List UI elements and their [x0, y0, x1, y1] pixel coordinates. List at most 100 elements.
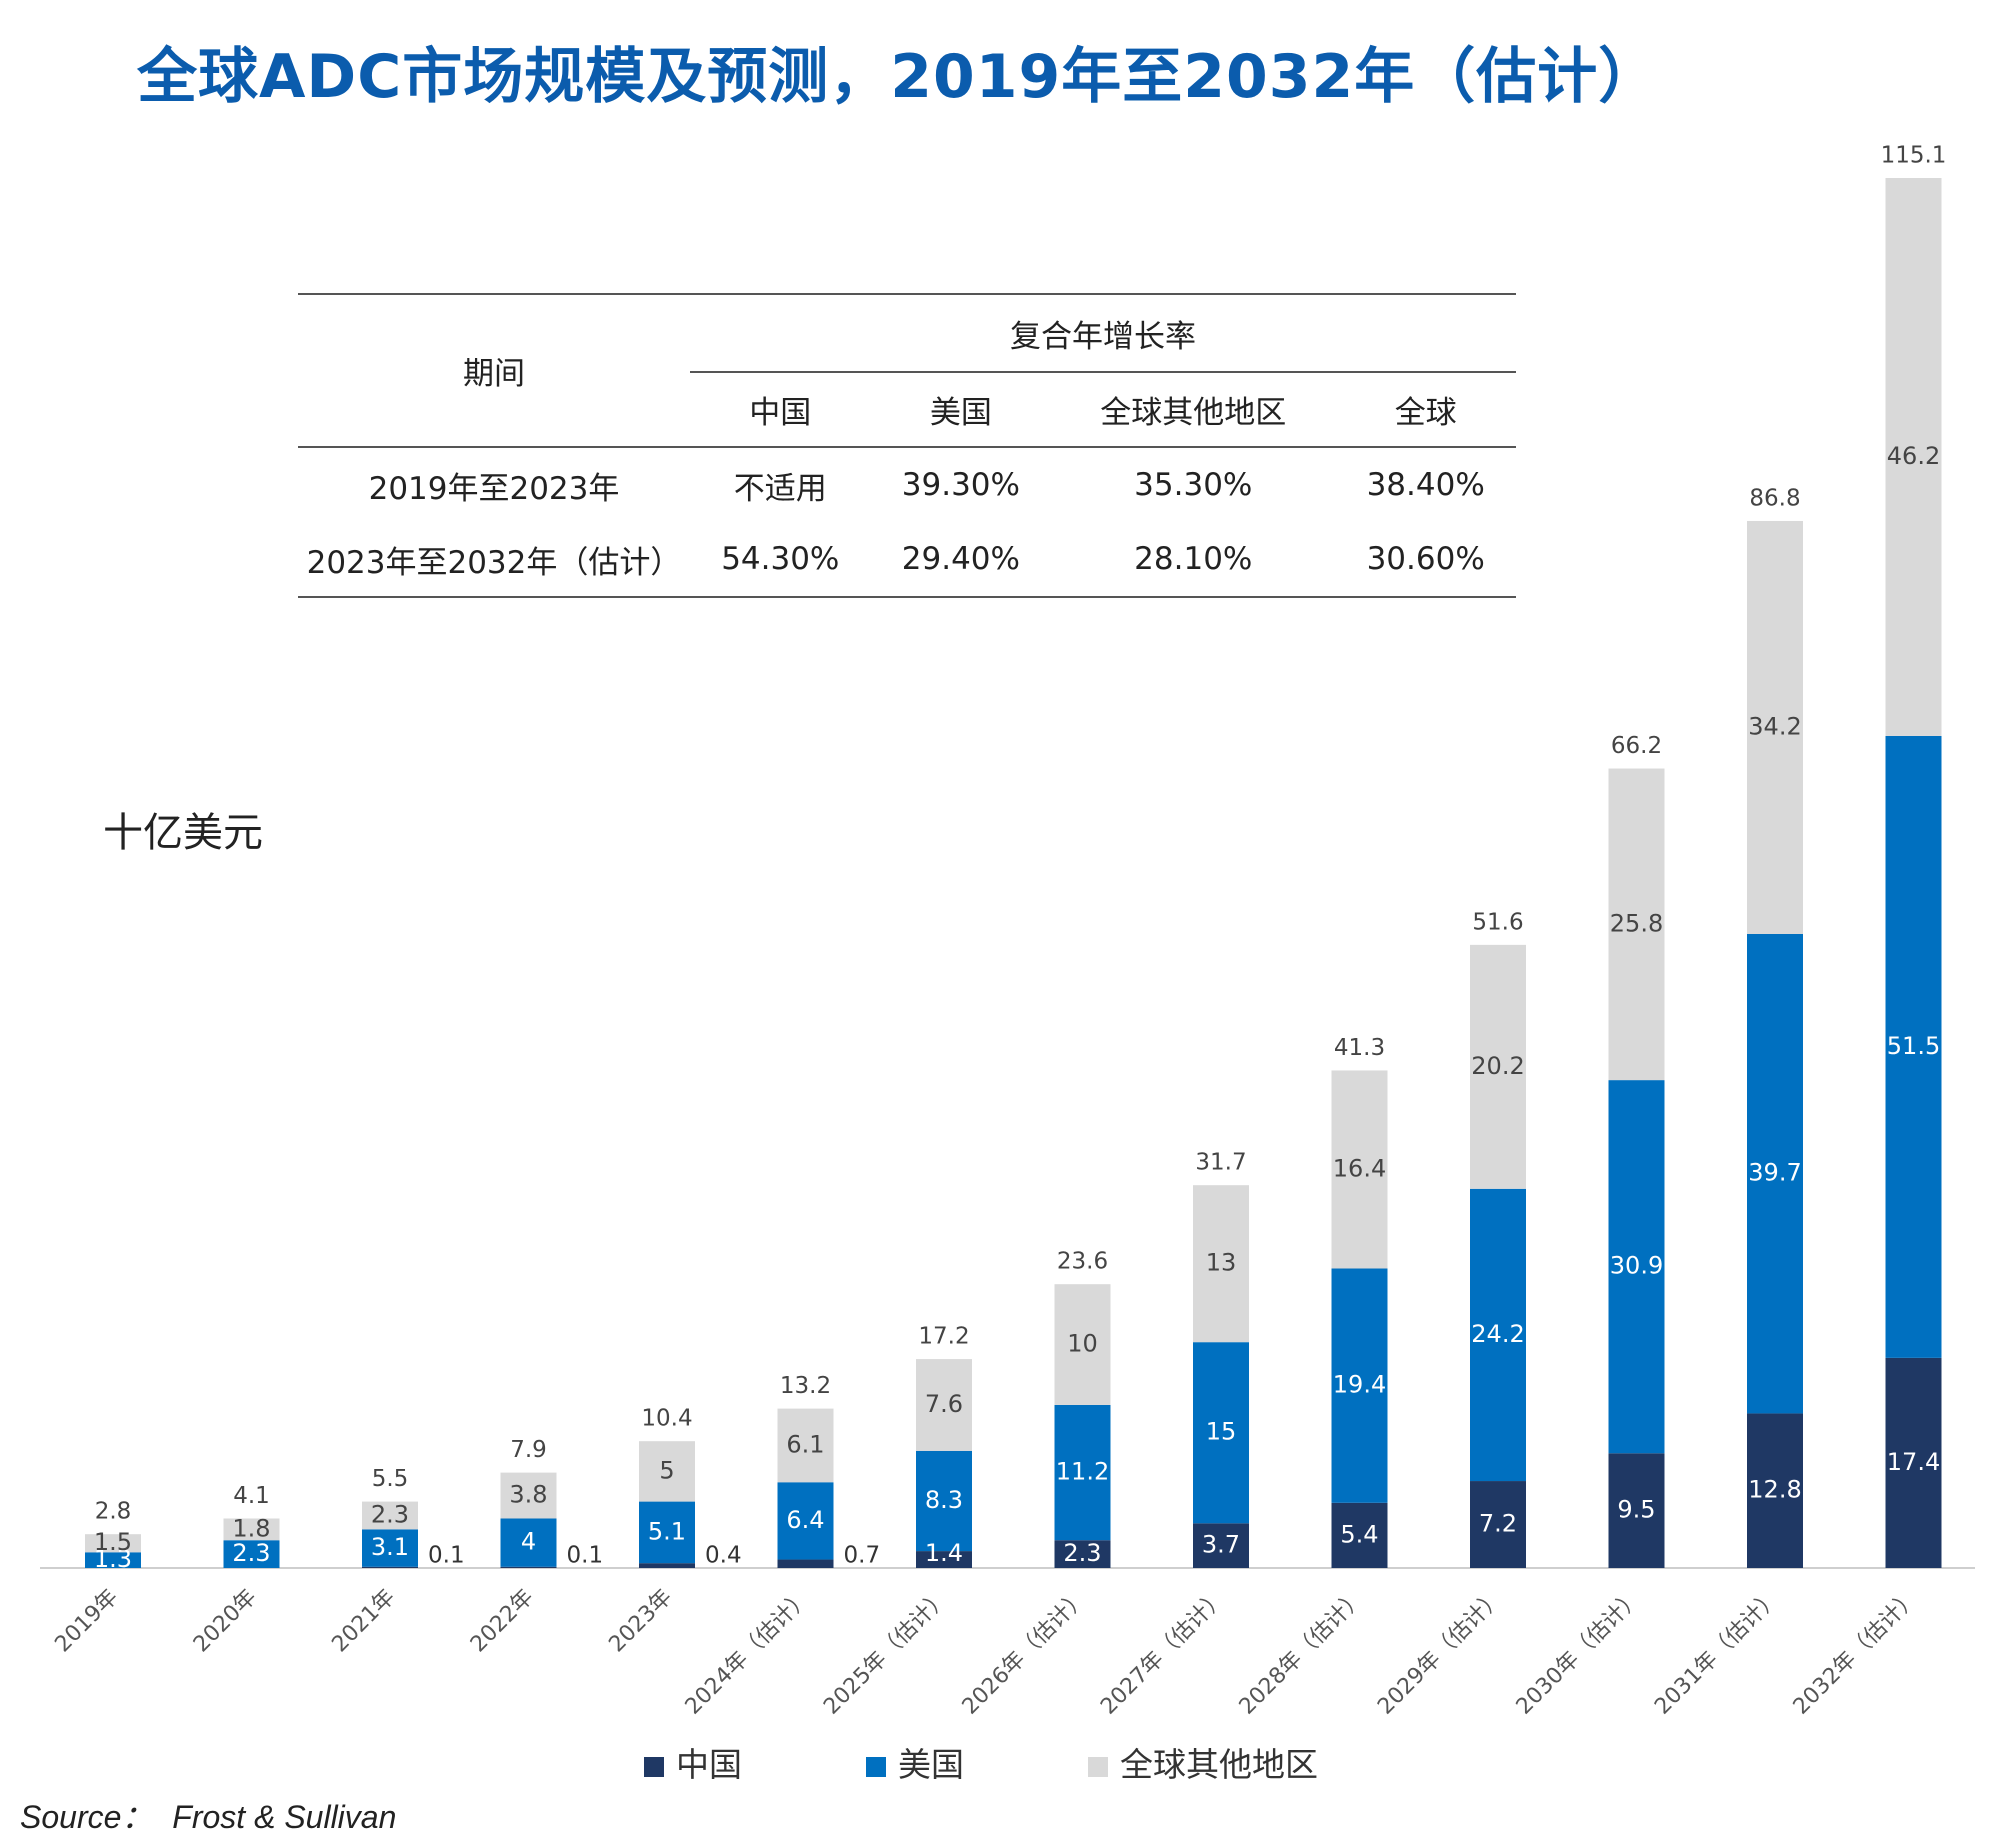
data-label-total: 17.2	[918, 1324, 969, 1350]
cell-row: 28.10%	[1051, 522, 1336, 598]
data-label-total: 31.7	[1195, 1150, 1246, 1176]
data-label-total: 115.1	[1881, 143, 1947, 169]
source-label: Source：	[20, 1799, 154, 1835]
data-label-usa: 2.3	[232, 1539, 270, 1567]
data-label-usa: 3.1	[371, 1533, 409, 1561]
bar-china	[777, 1559, 834, 1568]
bar-china	[1885, 1357, 1942, 1568]
bar-row	[85, 1534, 141, 1553]
bar-china	[1331, 1502, 1388, 1568]
data-label-usa: 39.7	[1748, 1159, 1801, 1187]
legend-swatch-row	[1088, 1756, 1108, 1777]
cell-usa: 29.40%	[870, 522, 1052, 598]
col-global: 全球	[1335, 371, 1516, 448]
bar-usa	[85, 1552, 141, 1568]
data-label-row: 20.2	[1471, 1052, 1524, 1080]
data-label-china: 0.7	[844, 1543, 881, 1569]
col-china: 中国	[690, 371, 871, 448]
data-label-row: 1.8	[232, 1514, 270, 1542]
data-label-total: 86.8	[1749, 485, 1800, 511]
legend-label-china: 中国	[676, 1745, 742, 1784]
bar-usa	[1193, 1342, 1249, 1524]
bar-row	[1193, 1185, 1249, 1343]
data-label-row: 13	[1206, 1249, 1237, 1277]
cell-usa: 39.30%	[901, 467, 1020, 503]
data-label-total: 5.5	[372, 1466, 409, 1492]
data-label-usa: 11.2	[1056, 1458, 1109, 1486]
bar-usa	[1747, 933, 1803, 1414]
bar-row	[223, 1518, 280, 1541]
data-label-total: 23.6	[1057, 1249, 1108, 1275]
bar-row	[362, 1501, 418, 1530]
bar-china	[362, 1566, 418, 1568]
bar-china	[1193, 1523, 1249, 1568]
data-label-usa: 4	[521, 1528, 536, 1556]
data-label-china: 0.1	[428, 1543, 465, 1569]
x-tick-label: 2021年	[327, 1585, 400, 1658]
table-row: 2023年至2032年（估计） 54.30% 29.40% 28.10% 30.…	[298, 522, 1516, 598]
bar-row	[1054, 1284, 1111, 1405]
bar-row	[916, 1359, 972, 1451]
bar-usa	[1331, 1268, 1388, 1503]
data-label-china: 0.4	[705, 1543, 742, 1569]
legend-item-usa: 美国	[866, 1738, 964, 1786]
data-label-usa: 51.5	[1887, 1032, 1940, 1060]
data-label-china: 17.4	[1887, 1448, 1940, 1476]
bar-china	[1054, 1540, 1111, 1568]
data-label-china: 1.4	[925, 1539, 963, 1567]
x-tick-label: 2022年	[466, 1585, 539, 1658]
bar-china	[1470, 1481, 1526, 1568]
data-label-usa: 6.4	[786, 1506, 824, 1534]
data-label-row: 6.1	[786, 1430, 824, 1458]
data-label-total: 41.3	[1334, 1035, 1385, 1061]
bar-row	[1470, 944, 1526, 1189]
data-label-total: 66.2	[1611, 733, 1662, 759]
x-tick-label: 2019年	[50, 1585, 123, 1658]
table-row: 2019年至2023年 不适用 39.30% 35.30% 38.40%	[298, 447, 1516, 522]
data-label-usa: 5.1	[648, 1517, 686, 1545]
bar-usa	[500, 1518, 557, 1567]
source-note: Source： Frost & Sullivan	[20, 1792, 406, 1838]
bar-usa	[1885, 735, 1942, 1358]
bar-usa	[1470, 1188, 1526, 1482]
bar-usa	[1054, 1404, 1111, 1541]
bar-usa	[223, 1540, 280, 1568]
data-label-total: 51.6	[1472, 909, 1523, 935]
source-value: Frost & Sullivan	[172, 1799, 397, 1835]
cell-china: 不适用	[733, 470, 827, 507]
bar-china	[500, 1566, 557, 1568]
bar-china	[916, 1551, 972, 1568]
data-label-row: 1.5	[94, 1528, 132, 1556]
x-tick-label: 2028年（估计）	[1235, 1585, 1370, 1720]
data-label-china: 0.1	[567, 1543, 604, 1569]
data-label-row: 34.2	[1748, 712, 1801, 740]
x-tick-label: 2031年（估计）	[1650, 1585, 1785, 1720]
data-label-usa: 1.3	[94, 1545, 132, 1573]
legend-label-row: 全球其他地区	[1120, 1745, 1318, 1784]
data-label-china: 5.4	[1340, 1520, 1378, 1548]
x-tick-label: 2020年	[189, 1585, 262, 1658]
legend-item-row: 全球其他地区	[1088, 1738, 1318, 1786]
bar-china	[639, 1563, 695, 1568]
data-label-row: 16.4	[1333, 1154, 1386, 1182]
data-label-total: 2.8	[95, 1499, 132, 1525]
bar-row	[1608, 768, 1665, 1081]
data-label-row: 3.8	[509, 1481, 547, 1509]
bar-china	[1747, 1413, 1803, 1568]
bar-china	[1608, 1453, 1665, 1568]
bar-row	[639, 1441, 695, 1502]
data-label-usa: 19.4	[1333, 1371, 1386, 1399]
data-label-row: 46.2	[1887, 442, 1940, 470]
x-tick-label: 2027年（估计）	[1096, 1585, 1231, 1720]
x-tick-label: 2030年（估计）	[1512, 1585, 1647, 1720]
bar-usa	[1608, 1080, 1665, 1454]
x-tick-label: 2029年（估计）	[1373, 1585, 1508, 1720]
bar-usa	[916, 1450, 972, 1552]
x-tick-label: 2024年（估计）	[681, 1585, 816, 1720]
bar-usa	[639, 1501, 695, 1564]
legend-item-china: 中国	[644, 1738, 742, 1786]
data-label-china: 2.3	[1063, 1539, 1101, 1567]
cell-global: 38.40%	[1366, 467, 1485, 503]
cell-global: 30.60%	[1335, 522, 1516, 598]
